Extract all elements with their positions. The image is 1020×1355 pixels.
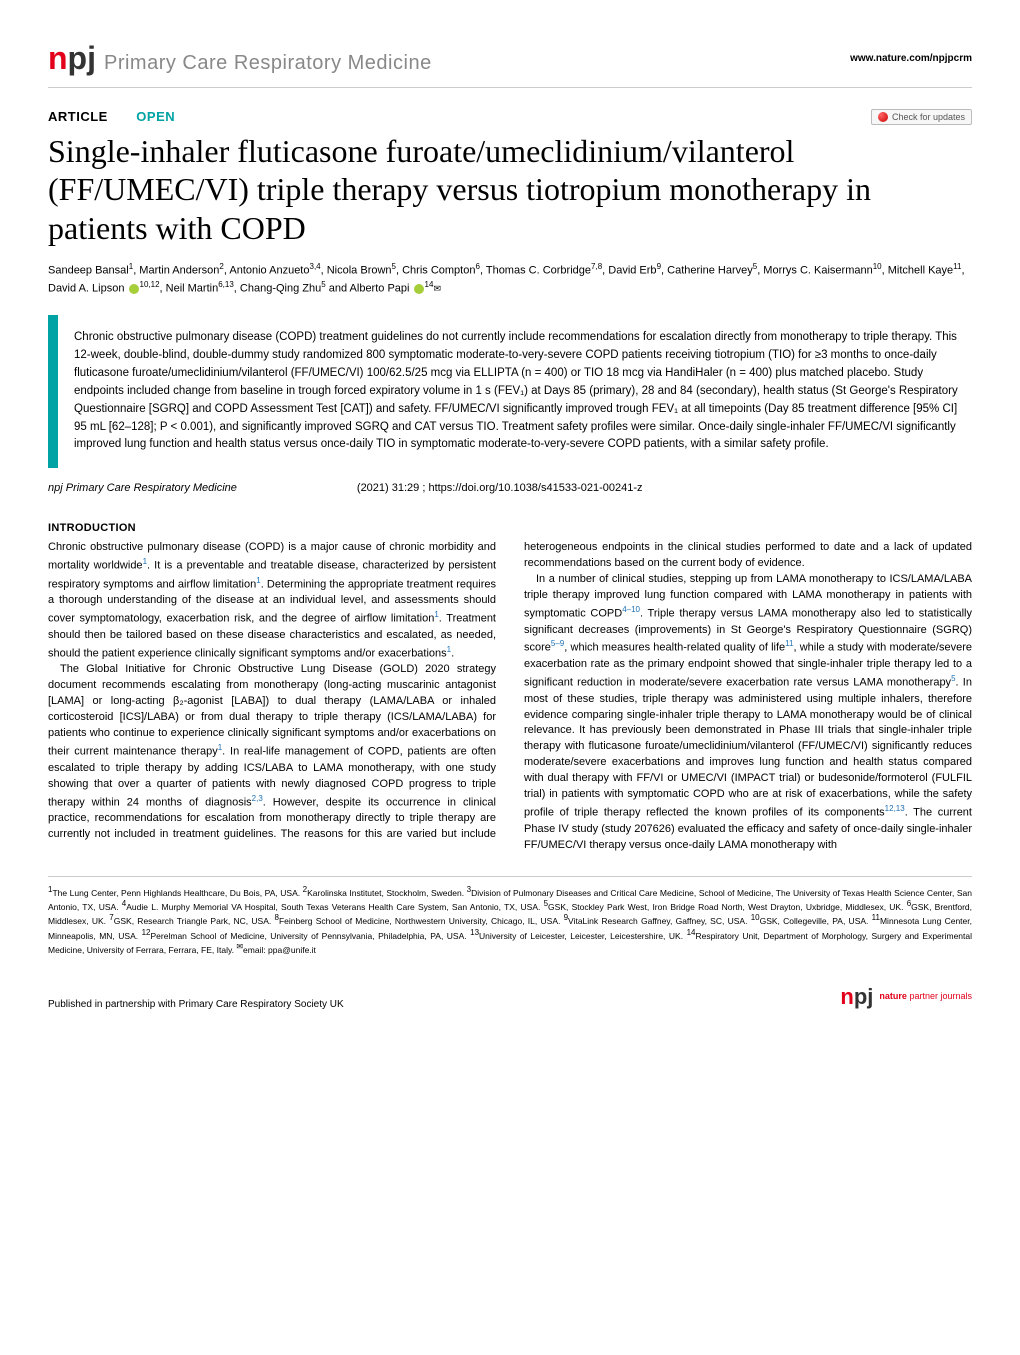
journal-logo: npj Primary Care Respiratory Medicine	[48, 40, 432, 77]
paper-title: Single-inhaler fluticasone furoate/umecl…	[48, 132, 972, 247]
footer-npj-badge: npj	[840, 984, 873, 1010]
citation-info: (2021) 31:29 ; https://doi.org/10.1038/s…	[357, 482, 643, 494]
site-url: www.nature.com/npjpcrm	[850, 53, 972, 64]
introduction-heading: INTRODUCTION	[48, 522, 972, 534]
affiliations: 1The Lung Center, Penn Highlands Healthc…	[48, 876, 972, 956]
citation: npj Primary Care Respiratory Medicine (2…	[48, 482, 972, 494]
intro-paragraph-3: In a number of clinical studies, steppin…	[524, 572, 972, 854]
author-list: Sandeep Bansal1, Martin Anderson2, Anton…	[48, 261, 972, 297]
footer-partnership-text: Published in partnership with Primary Ca…	[48, 999, 344, 1010]
article-tag: ARTICLE	[48, 109, 108, 124]
page-footer: Published in partnership with Primary Ca…	[48, 984, 972, 1010]
page-header: npj Primary Care Respiratory Medicine ww…	[48, 40, 972, 77]
citation-journal: npj Primary Care Respiratory Medicine	[48, 482, 237, 494]
abstract: Chronic obstructive pulmonary disease (C…	[48, 315, 972, 468]
npj-badge: npj	[48, 40, 96, 77]
crossmark-icon	[878, 112, 888, 122]
check-updates-button[interactable]: Check for updates	[871, 109, 972, 125]
footer-nature-partner: nature partner journals	[879, 992, 972, 1002]
journal-name: Primary Care Respiratory Medicine	[104, 52, 432, 75]
introduction-body: Chronic obstructive pulmonary disease (C…	[48, 540, 972, 853]
header-rule	[48, 87, 972, 88]
check-updates-label: Check for updates	[892, 112, 965, 122]
article-type-row: ARTICLE OPEN Check for updates	[48, 108, 972, 126]
intro-paragraph-1: Chronic obstructive pulmonary disease (C…	[48, 540, 496, 662]
footer-logo: npj nature partner journals	[840, 984, 972, 1010]
open-access-tag: OPEN	[136, 109, 175, 124]
